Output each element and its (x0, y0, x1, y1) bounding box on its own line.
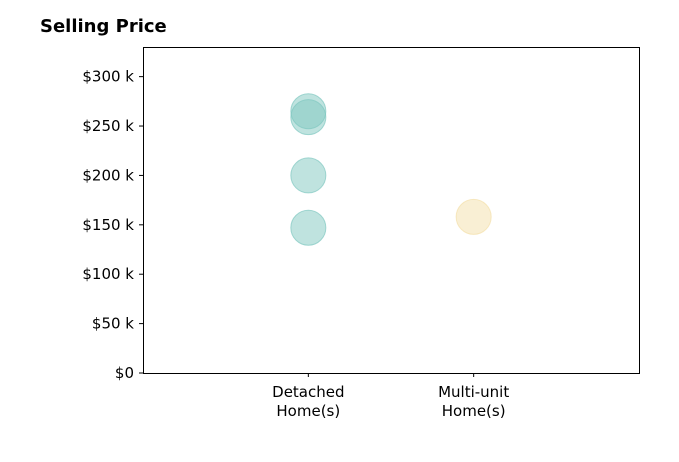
chart-title: Selling Price (40, 16, 167, 37)
y-axis: $0 $50 k $100 k $150 k $200 k $250 k $300 k (82, 68, 143, 382)
x-axis: Detached Home(s) Multi-unit Home(s) (272, 373, 509, 420)
y-tick-label: $200 k (82, 166, 134, 184)
y-tick-label: $300 k (82, 68, 134, 86)
data-point-1-0 (455, 198, 492, 235)
data-point-0-1 (290, 99, 327, 136)
y-tick-label: $0 (115, 364, 134, 382)
y-tick-label: $50 k (92, 315, 134, 333)
y-tick-label: $250 k (82, 117, 134, 135)
x-tick-label: Multi-unit Home(s) (438, 383, 509, 420)
x-tick-label: Detached Home(s) (272, 383, 344, 420)
plot-frame (143, 47, 640, 374)
data-point-0-3 (290, 209, 327, 246)
data-point-0-2 (290, 157, 327, 194)
data-points (290, 93, 492, 246)
y-tick-label: $150 k (82, 216, 134, 234)
y-tick-label: $100 k (82, 265, 134, 283)
